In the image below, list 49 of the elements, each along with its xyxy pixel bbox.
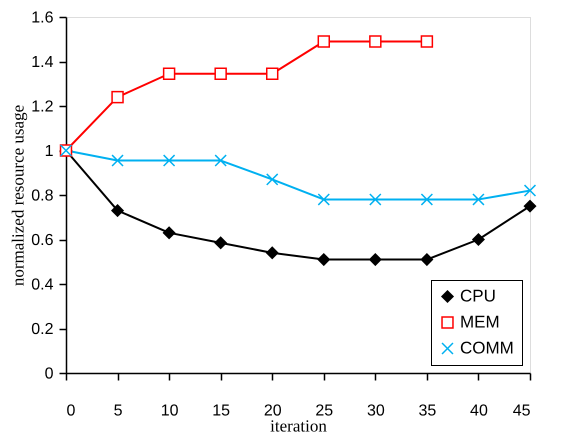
point <box>318 35 330 48</box>
point <box>369 35 382 48</box>
x-axis-title: iteration <box>270 416 328 432</box>
legend-label: COMM <box>460 338 514 358</box>
point <box>111 90 124 104</box>
point <box>266 68 278 80</box>
point <box>111 204 124 217</box>
x-tick-label: 10 <box>160 402 179 420</box>
x-tick-label: 5 <box>114 402 123 420</box>
x-tick-label: 40 <box>470 402 488 420</box>
x-tick-label: 45 <box>512 402 531 420</box>
y-tick-label: 1.4 <box>31 54 54 71</box>
y-tick-label: 1.2 <box>31 98 54 116</box>
x-tick-label: 20 <box>264 402 282 420</box>
point <box>318 193 330 206</box>
y-tick-label: 1.6 <box>31 10 54 26</box>
point <box>369 253 382 266</box>
y-tick-label: 0.6 <box>31 232 54 249</box>
point <box>420 193 434 206</box>
point <box>214 68 227 80</box>
legend-label: MEM <box>460 312 500 332</box>
point <box>472 233 485 246</box>
x-tick-label: 35 <box>418 402 436 420</box>
legend-label: CPU <box>460 286 496 306</box>
point <box>369 193 382 206</box>
point <box>162 68 176 80</box>
x-tick-label: 0 <box>66 402 76 420</box>
y-tick-label: 0 <box>44 366 54 382</box>
point <box>472 193 485 206</box>
y-axis-title: normalized resource usage <box>8 104 28 286</box>
y-tick-label: 0.2 <box>31 321 54 338</box>
x-tick-label: 25 <box>315 402 334 420</box>
x-tick-label: 15 <box>212 402 230 420</box>
point <box>524 184 536 197</box>
y-tick-label: 0.8 <box>31 188 54 204</box>
point <box>214 154 227 167</box>
point <box>420 35 434 48</box>
point <box>266 173 278 186</box>
point <box>524 200 536 212</box>
x-tick-label: 30 <box>366 402 385 420</box>
point <box>111 154 124 167</box>
point <box>162 154 176 167</box>
point <box>162 226 176 240</box>
point <box>318 253 330 266</box>
y-tick-label: 0.4 <box>31 276 54 294</box>
point <box>420 253 434 266</box>
point <box>266 246 278 260</box>
y-tick-label: 1 <box>44 143 54 160</box>
point <box>214 236 227 250</box>
